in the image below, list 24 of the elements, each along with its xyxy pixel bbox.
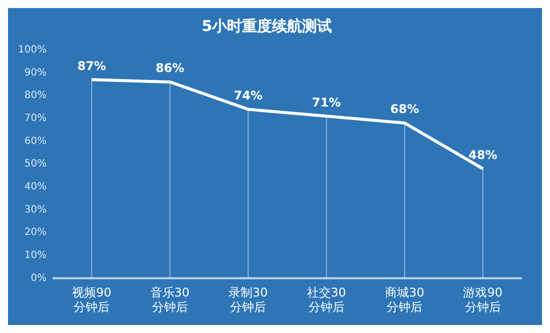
data-label: 74%: [234, 88, 263, 102]
x-tick-label: 商城30分钟后: [385, 286, 424, 314]
x-tick-label: 视频90分钟后: [72, 286, 112, 314]
y-tick-label: 100%: [18, 44, 47, 56]
data-label: 71%: [312, 95, 341, 110]
x-tick-label: 社交30分钟后: [306, 286, 346, 314]
data-label: 87%: [77, 58, 106, 73]
y-tick-label: 10%: [24, 250, 47, 261]
x-tick-label: 录制30分钟后: [228, 286, 268, 314]
x-tick-label: 音乐30分钟后: [150, 286, 190, 314]
y-tick-label: 30%: [24, 204, 47, 216]
chart-title: 5小时重度续航测试: [202, 16, 332, 35]
x-tick-label: 游戏90分钟后: [463, 286, 503, 314]
y-tick-label: 70%: [24, 113, 47, 124]
y-tick-label: 80%: [24, 90, 47, 102]
y-tick-label: 0%: [30, 272, 47, 284]
y-tick-label: 40%: [24, 182, 47, 193]
y-tick-label: 20%: [24, 227, 47, 238]
y-tick-label: 60%: [24, 136, 47, 147]
data-label: 48%: [468, 148, 498, 162]
y-tick-label: 90%: [24, 67, 47, 78]
data-label: 86%: [156, 61, 184, 76]
y-tick-label: 50%: [24, 158, 47, 170]
data-label: 68%: [390, 102, 420, 116]
